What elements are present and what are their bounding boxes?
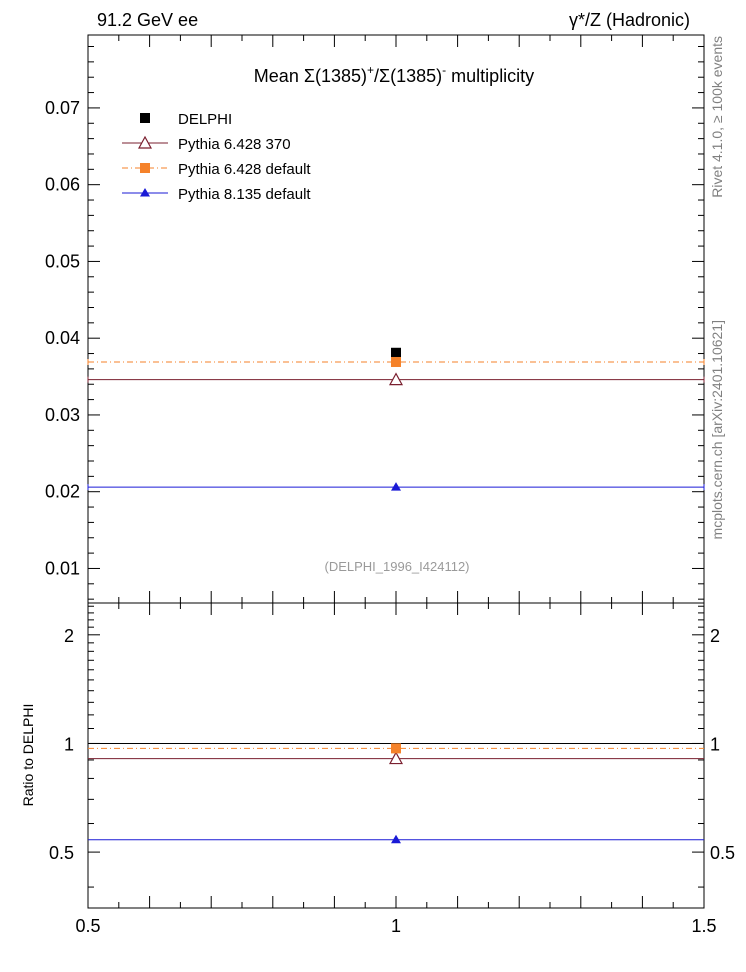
main-ytick-label: 0.06 <box>45 175 80 195</box>
analysis-annotation: (DELPHI_1996_I424112) <box>324 559 469 574</box>
main-ytick-label: 0.02 <box>45 482 80 502</box>
legend-label: Pythia 6.428 default <box>178 161 311 178</box>
data-point <box>391 347 401 358</box>
main-ytick-label: 0.03 <box>45 405 80 425</box>
main-ytick-label: 0.07 <box>45 98 80 118</box>
main-ytick-label: 0.01 <box>45 558 80 578</box>
ratio-series-layer <box>88 743 704 844</box>
ratio-ytick-label-left: 1 <box>64 734 74 754</box>
ratio-ytick-label-right: 2 <box>710 626 720 646</box>
legend: DELPHI Pythia 6.428 370 Pythia 6.428 defau… <box>122 111 311 203</box>
ratio-ytick-label-right: 1 <box>710 734 720 754</box>
ratio-ytick-label-right: 0.5 <box>710 843 735 863</box>
legend-label: Pythia 6.428 370 <box>178 136 291 153</box>
main-ytick-label: 0.05 <box>45 251 80 271</box>
legend-label: DELPHI <box>178 111 232 128</box>
ratio-axis-ticks: 0.5 0.5 1 1 2 2 0.5 1 1.5 <box>49 603 735 936</box>
energy-label: 91.2 GeV ee <box>97 10 198 30</box>
ratio-data-point <box>388 751 404 765</box>
legend-marker <box>140 113 150 123</box>
xtick-label: 1.5 <box>691 916 716 936</box>
ratio-ytick-label-left: 0.5 <box>49 843 74 863</box>
plot-title: Mean Σ(1385)+/Σ(1385)- multiplicity <box>254 63 534 86</box>
legend-marker <box>137 135 153 149</box>
main-axis-ticks: 0.01 0.02 0.03 0.04 0.05 0.06 0.07 <box>45 35 705 603</box>
rivet-label: Rivet 4.1.0, ≥ 100k events <box>709 36 725 198</box>
data-point <box>391 482 401 491</box>
ratio-data-point <box>391 834 401 844</box>
legend-label: Pythia 8.135 default <box>178 186 311 203</box>
data-point <box>391 356 401 367</box>
process-label: γ*/Z (Hadronic) <box>569 10 690 30</box>
legend-marker <box>140 163 150 173</box>
xtick-label: 0.5 <box>75 916 100 936</box>
data-point <box>388 372 404 386</box>
xtick-label: 1 <box>391 916 401 936</box>
mcplots-label: mcplots.cern.ch [arXiv:2401.10621] <box>709 320 725 539</box>
ratio-data-point <box>391 743 401 754</box>
main-ytick-label: 0.04 <box>45 328 80 348</box>
ratio-ytick-label-left: 2 <box>64 626 74 646</box>
main-series-layer <box>87 347 705 491</box>
legend-marker <box>140 188 150 197</box>
ratio-ylabel: Ratio to DELPHI <box>20 704 36 807</box>
